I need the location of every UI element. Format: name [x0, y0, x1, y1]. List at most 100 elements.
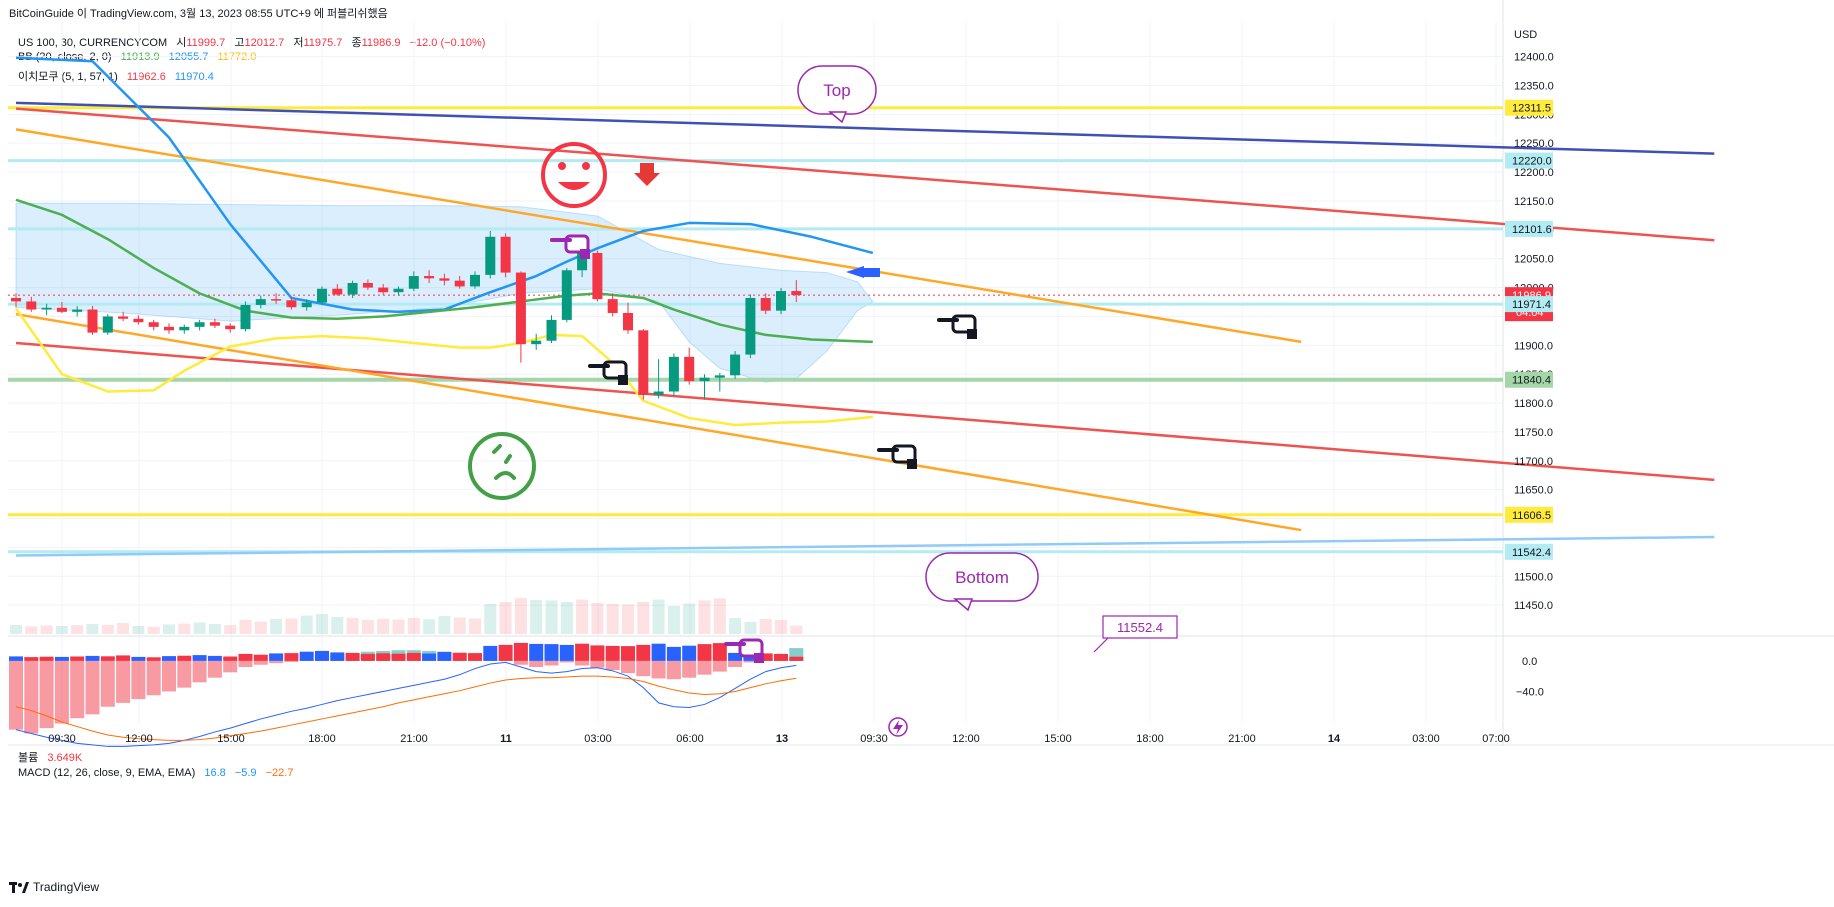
legend-ichimoku: 이치모쿠 (5, 1, 57, 1) 11962.6 11970.4	[18, 68, 220, 84]
candle-body	[454, 280, 465, 287]
bottom-annotation-tail	[952, 598, 974, 612]
legend-open-value: 11999.7	[186, 37, 226, 49]
axis-tick-label: 12050.0	[1514, 254, 1554, 266]
candle-body	[41, 307, 52, 310]
macd-hist-bar	[513, 660, 528, 665]
volume-bar	[423, 619, 436, 634]
candle-body	[393, 288, 404, 293]
macd-hist-bar	[728, 660, 743, 668]
volume-bar	[193, 622, 206, 634]
candle-body	[607, 299, 618, 313]
axis-tick-label: 12350.0	[1514, 81, 1554, 93]
volume-bar	[775, 620, 787, 634]
macd-top-bar	[223, 656, 238, 661]
volume-bar	[790, 625, 803, 634]
time-tick-label: 06:00	[676, 733, 704, 745]
macd-hist-bar	[284, 660, 299, 662]
legend-macd-signal: −22.7	[265, 767, 294, 779]
pointing-hand-icon-cuff	[967, 329, 977, 339]
volume-bar	[178, 623, 191, 634]
bottom-annotation-bubble	[925, 552, 1039, 602]
axis-tick-label: 12200.0	[1514, 167, 1554, 179]
macd-hist-bar	[253, 660, 268, 665]
axis-tick-label: 12250.0	[1514, 138, 1554, 150]
macd-top-bar	[146, 657, 161, 661]
macd-top-bar	[437, 651, 452, 661]
price-label-box	[1505, 543, 1553, 560]
time-tick-label: 09:30	[48, 733, 76, 745]
volume-bar	[407, 618, 420, 634]
volume-bar	[667, 606, 680, 634]
legend-high-label: 고	[234, 37, 245, 49]
macd-hist-bar	[192, 660, 207, 683]
candle-body	[362, 282, 373, 288]
price-label-box	[1505, 371, 1553, 388]
volume-bar	[270, 619, 283, 634]
candle-body	[26, 301, 37, 310]
axis-tick-label: 12150.0	[1514, 196, 1554, 208]
macd-hist-bar	[575, 660, 590, 666]
price-label-box	[1505, 506, 1553, 523]
candles-group	[11, 231, 802, 400]
macd-top-bar	[697, 644, 712, 661]
volume-bar	[499, 602, 512, 634]
volume-bar	[514, 598, 527, 634]
time-tick-label: 11	[500, 733, 512, 745]
macd-top-bar	[529, 643, 544, 661]
candle-body	[72, 309, 83, 312]
candle-body	[179, 326, 190, 331]
candle-body	[668, 356, 679, 392]
candle-body	[347, 282, 358, 295]
macd-signal-line	[15, 675, 797, 741]
macd-hist-group	[9, 642, 804, 734]
macd-top-bar	[544, 644, 559, 661]
volume-bar	[744, 622, 757, 634]
volume-bar	[132, 626, 145, 634]
macd-top-bar	[70, 656, 85, 661]
trendline-navy	[15, 101, 1715, 155]
macd-hist-bar	[177, 660, 192, 688]
candle-body	[424, 276, 435, 279]
macd-hist-bar	[223, 660, 238, 673]
bb-lower-line	[14, 307, 873, 427]
macd-line	[15, 661, 797, 747]
pointing-hand-icon-cuff	[907, 459, 917, 469]
time-tick-label: 12:00	[125, 733, 153, 745]
candle-body	[102, 316, 113, 333]
candle-body	[592, 252, 603, 300]
time-tick-label: 21:00	[1228, 733, 1256, 745]
volume-bar	[71, 625, 84, 634]
top-annotation-tail	[827, 111, 848, 124]
candle-body	[439, 278, 450, 281]
trendline-orange-upper	[15, 128, 1302, 344]
macd-top-bar	[774, 653, 788, 661]
price-label-text: 12311.5	[1512, 103, 1551, 115]
legend-low-label: 저	[293, 37, 304, 49]
volume-bar	[346, 618, 359, 634]
axis-currency: USD	[1514, 29, 1537, 41]
candle-body	[760, 297, 771, 311]
macd-hist-bar	[544, 660, 559, 666]
macd-top-bar	[483, 645, 498, 661]
volume-bar	[239, 620, 252, 634]
macd-top-bar	[360, 653, 375, 661]
volume-bar	[361, 620, 374, 634]
macd-top-bar	[621, 646, 635, 661]
arrow-left-icon	[846, 266, 864, 278]
macd-top-bar	[666, 646, 681, 661]
candle-body	[225, 325, 236, 330]
axis-tick-label: 11700.0	[1514, 456, 1553, 468]
candle-body	[546, 319, 557, 341]
macd-hist-bar	[131, 660, 146, 700]
volume-bar	[254, 621, 267, 634]
smiley-happy-eye	[558, 162, 566, 170]
macd-hist-bar	[24, 660, 39, 734]
candle-body	[623, 312, 633, 331]
macd-top-bar	[636, 644, 651, 661]
macd-hist-bar	[697, 660, 712, 675]
volume-bar	[545, 600, 558, 634]
macd-hist-bar	[9, 660, 23, 730]
macd-top-bar	[575, 643, 590, 661]
candle-body	[148, 322, 159, 327]
